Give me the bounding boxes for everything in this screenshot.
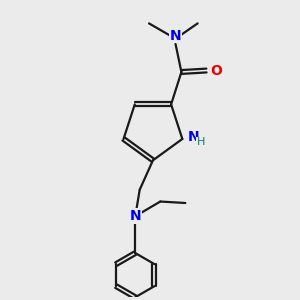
Text: H: H	[196, 137, 205, 148]
Text: O: O	[210, 64, 222, 77]
Text: N: N	[130, 209, 141, 223]
Text: N: N	[170, 28, 181, 43]
Text: N: N	[188, 130, 199, 145]
